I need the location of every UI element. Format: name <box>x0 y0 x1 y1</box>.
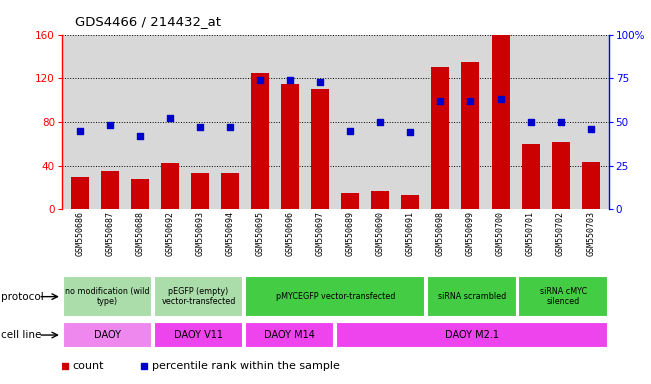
Text: cell line: cell line <box>1 330 42 340</box>
Point <box>495 96 506 102</box>
Bar <box>341 193 359 209</box>
Text: GSM550699: GSM550699 <box>466 211 475 256</box>
Text: DAOY V11: DAOY V11 <box>174 330 223 340</box>
Text: pMYCEGFP vector-transfected: pMYCEGFP vector-transfected <box>275 292 395 301</box>
Point <box>225 124 235 130</box>
Bar <box>371 191 389 209</box>
Point <box>315 79 326 85</box>
Point <box>585 126 596 132</box>
Text: GSM550703: GSM550703 <box>586 211 595 256</box>
Bar <box>281 84 299 209</box>
Text: GSM550700: GSM550700 <box>496 211 505 256</box>
Point <box>165 115 175 121</box>
Bar <box>432 67 449 209</box>
Bar <box>492 35 510 209</box>
Point <box>135 133 145 139</box>
Text: DAOY M2.1: DAOY M2.1 <box>445 330 499 340</box>
Bar <box>154 276 243 318</box>
Point <box>285 77 296 83</box>
Bar <box>336 322 608 348</box>
Bar <box>427 276 517 318</box>
Bar <box>245 276 426 318</box>
Text: count: count <box>73 361 104 371</box>
Text: GSM550690: GSM550690 <box>376 211 385 256</box>
Bar <box>71 177 89 209</box>
Text: GSM550691: GSM550691 <box>406 211 415 256</box>
Point <box>405 129 415 136</box>
Bar <box>311 89 329 209</box>
Bar <box>251 73 269 209</box>
Text: GDS4466 / 214432_at: GDS4466 / 214432_at <box>75 15 221 28</box>
Bar <box>154 322 243 348</box>
Bar <box>521 144 540 209</box>
Bar <box>402 195 419 209</box>
Text: GSM550697: GSM550697 <box>316 211 325 256</box>
Point <box>375 119 385 125</box>
Point <box>195 124 205 130</box>
Text: siRNA cMYC
silenced: siRNA cMYC silenced <box>540 287 587 306</box>
Bar <box>161 164 179 209</box>
Point <box>465 98 476 104</box>
Text: GSM550693: GSM550693 <box>195 211 204 256</box>
Text: GSM550688: GSM550688 <box>135 211 145 256</box>
Text: GSM550695: GSM550695 <box>256 211 265 256</box>
Text: percentile rank within the sample: percentile rank within the sample <box>152 361 340 371</box>
Bar <box>131 179 149 209</box>
Point <box>105 122 115 129</box>
Bar <box>101 171 119 209</box>
Text: GSM550692: GSM550692 <box>165 211 174 256</box>
Text: no modification (wild
type): no modification (wild type) <box>65 287 150 306</box>
Bar <box>551 142 570 209</box>
Bar <box>191 173 209 209</box>
Text: protocol: protocol <box>1 291 44 302</box>
Text: GSM550686: GSM550686 <box>76 211 85 256</box>
Text: GSM550701: GSM550701 <box>526 211 535 256</box>
Bar <box>62 276 152 318</box>
Text: GSM550698: GSM550698 <box>436 211 445 256</box>
Point <box>525 119 536 125</box>
Bar <box>581 162 600 209</box>
Text: DAOY M14: DAOY M14 <box>264 330 315 340</box>
Point <box>436 98 446 104</box>
Text: pEGFP (empty)
vector-transfected: pEGFP (empty) vector-transfected <box>161 287 236 306</box>
Bar <box>518 276 608 318</box>
Bar <box>245 322 335 348</box>
Text: GSM550702: GSM550702 <box>556 211 565 256</box>
Point <box>555 119 566 125</box>
Text: DAOY: DAOY <box>94 330 121 340</box>
Bar <box>62 322 152 348</box>
Point <box>75 127 85 134</box>
Bar <box>462 62 480 209</box>
Text: GSM550696: GSM550696 <box>286 211 295 256</box>
Point <box>255 77 266 83</box>
Text: GSM550694: GSM550694 <box>226 211 234 256</box>
Text: GSM550689: GSM550689 <box>346 211 355 256</box>
Text: GSM550687: GSM550687 <box>105 211 115 256</box>
Text: siRNA scrambled: siRNA scrambled <box>438 292 506 301</box>
Point <box>345 127 355 134</box>
Bar <box>221 173 239 209</box>
